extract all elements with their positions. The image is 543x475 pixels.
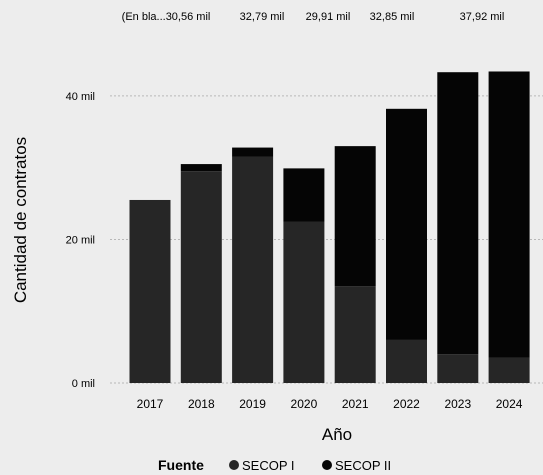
x-tick-label: 2019 (239, 397, 266, 411)
y-tick-label: 0 mil (72, 378, 95, 390)
top-label-2: 32,79 mil (240, 11, 285, 23)
top-label-3: 29,91 mil (306, 11, 351, 23)
y-tick-label: 20 mil (66, 234, 95, 246)
x-axis-title: Año (322, 425, 352, 444)
bar-secop-ii-2019[interactable] (232, 147, 274, 157)
x-tick-label: 2017 (137, 397, 164, 411)
y-axis-ticks: 0 mil 20 mil 40 mil (66, 91, 95, 390)
bar-secop-i-2024[interactable] (488, 357, 530, 383)
legend-item-secop-i[interactable]: SECOP I (242, 458, 295, 473)
bar-secop-i-2017[interactable] (129, 199, 171, 383)
legend-title: Fuente (158, 457, 204, 473)
x-tick-label: 2024 (496, 397, 523, 411)
bar-secop-i-2018[interactable] (180, 171, 222, 383)
bar-secop-i-2022[interactable] (386, 339, 427, 383)
legend: Fuente SECOP I SECOP II (158, 457, 391, 473)
legend-marker-secop-ii (322, 460, 332, 470)
x-tick-label: 2023 (444, 397, 471, 411)
bar-secop-ii-2022[interactable] (386, 108, 427, 340)
x-tick-label: 2021 (342, 397, 369, 411)
legend-marker-secop-i (229, 460, 239, 470)
x-tick-label: 2020 (291, 397, 318, 411)
bar-secop-ii-2018[interactable] (180, 164, 222, 172)
bar-secop-i-2023[interactable] (437, 354, 479, 383)
bar-secop-i-2020[interactable] (283, 221, 325, 384)
bar-secop-i-2021[interactable] (334, 286, 376, 383)
y-axis-title: Cantidad de contratos (11, 137, 30, 303)
bar-secop-ii-2023[interactable] (437, 72, 479, 355)
bars[interactable] (129, 71, 530, 384)
x-tick-label: 2018 (188, 397, 215, 411)
top-data-labels: (En bla...30,56 mil 32,79 mil 29,91 mil … (122, 11, 505, 23)
bar-secop-i-2019[interactable] (232, 156, 274, 383)
x-axis-ticks: 2017 2018 2019 2020 2021 2022 2023 2024 (137, 397, 523, 411)
bar-secop-ii-2024[interactable] (488, 71, 530, 358)
bar-secop-ii-2020[interactable] (283, 168, 325, 222)
top-label-4: 32,85 mil (370, 11, 415, 23)
bar-secop-ii-2021[interactable] (334, 146, 376, 287)
top-label-1: (En bla...30,56 mil (122, 11, 211, 23)
top-label-5: 37,92 mil (460, 11, 505, 23)
y-tick-label: 40 mil (66, 91, 95, 103)
x-tick-label: 2022 (393, 397, 420, 411)
legend-item-secop-ii[interactable]: SECOP II (335, 458, 391, 473)
